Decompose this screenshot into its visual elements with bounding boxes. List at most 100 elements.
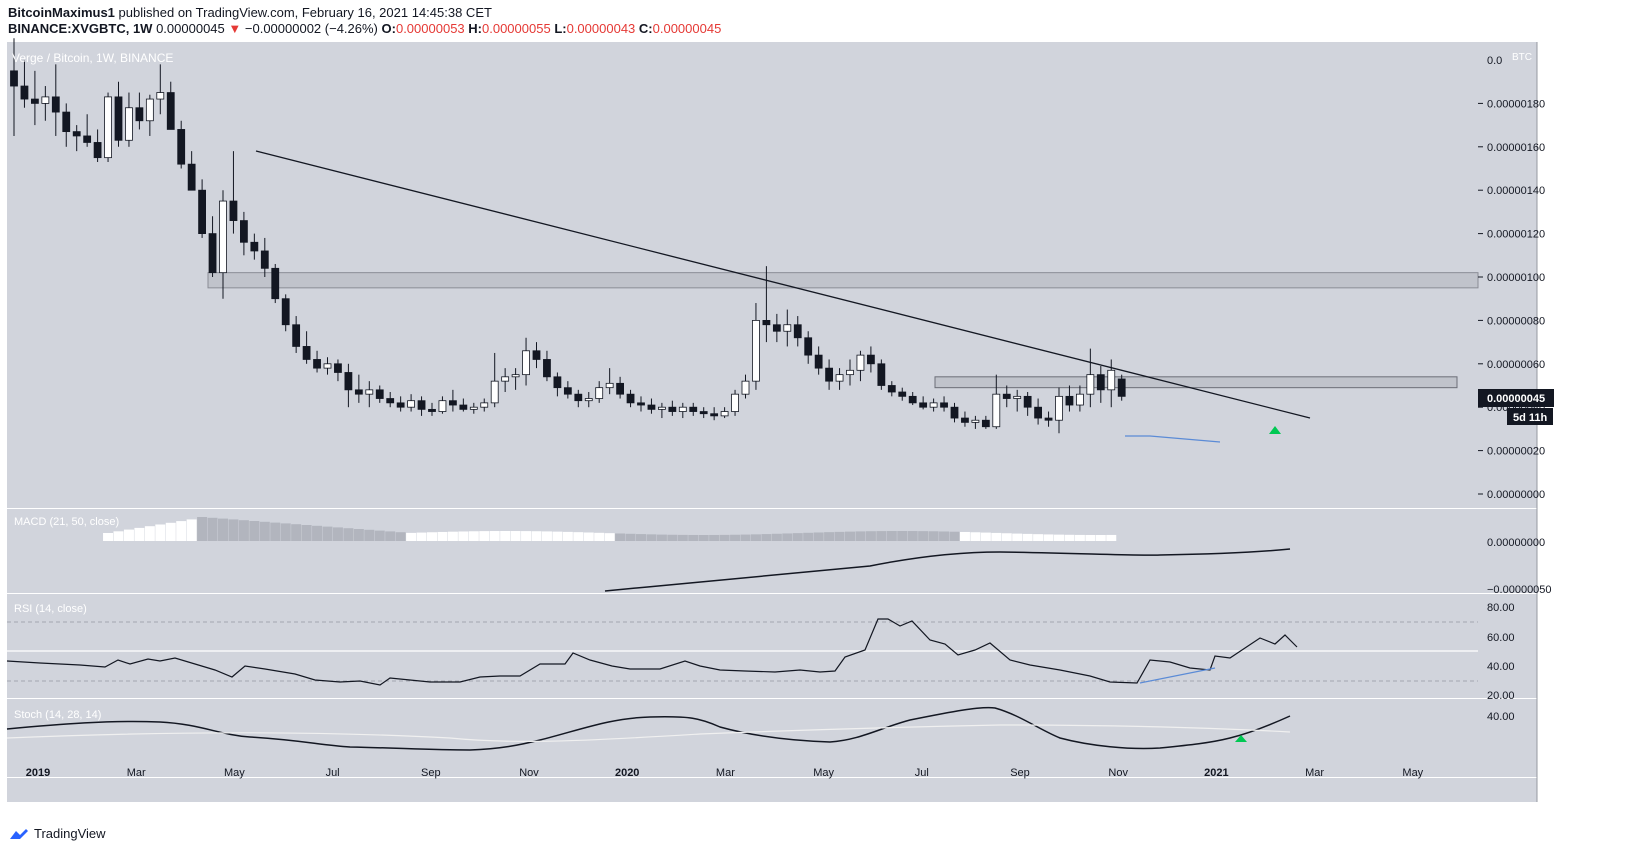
candle-body[interactable] [553,376,562,389]
candle-body[interactable] [1096,374,1105,391]
candle-body[interactable] [1013,395,1022,399]
candle-body[interactable] [198,189,207,234]
candle-body[interactable] [1034,406,1042,419]
candle-body[interactable] [72,131,81,137]
candle-body[interactable] [396,402,405,408]
candle-body[interactable] [940,402,948,408]
candle-body[interactable] [908,395,917,404]
candle-body[interactable] [135,107,144,122]
candle-body[interactable] [877,363,886,386]
candle-body[interactable] [867,354,875,365]
candle-body[interactable] [1065,395,1074,406]
candle-body[interactable] [887,385,896,393]
candle-body[interactable] [187,163,196,191]
candle-body[interactable] [1107,369,1116,391]
candle-body[interactable] [260,250,269,269]
candle-body[interactable] [511,374,520,378]
time-axis[interactable] [7,778,1537,802]
candle-body[interactable] [30,98,39,104]
candle-body[interactable] [323,363,332,369]
candle-body[interactable] [689,406,698,412]
candle-body[interactable] [292,324,301,347]
candle-body[interactable] [1023,395,1032,408]
descending-trendline[interactable] [255,150,1311,419]
candle-body[interactable] [386,398,395,404]
candle-body[interactable] [971,419,980,423]
candle-body[interactable] [125,107,133,141]
candle-body[interactable] [647,404,656,410]
candle-body[interactable] [250,241,259,252]
candle-body[interactable] [731,393,739,412]
candle-body[interactable] [459,404,468,410]
candle-body[interactable] [1002,393,1011,399]
candle-body[interactable] [271,267,280,300]
candle-body[interactable] [783,324,792,332]
candle-body[interactable] [177,129,186,165]
candle-body[interactable] [354,389,363,395]
candle-body[interactable] [846,369,854,376]
candle-body[interactable] [365,389,374,395]
candle-body[interactable] [1055,395,1063,421]
candle-body[interactable] [229,200,238,221]
resistance-zone-upper[interactable] [207,272,1479,289]
candle-body[interactable] [678,406,687,412]
candle-body[interactable] [334,363,342,373]
candle-body[interactable] [981,419,990,428]
candle-body[interactable] [1044,417,1053,421]
candle-body[interactable] [145,98,154,122]
candle-body[interactable] [710,413,719,417]
candle-body[interactable] [741,380,750,395]
candle-body[interactable] [10,70,18,87]
candle-body[interactable] [772,324,781,332]
candle-body[interactable] [407,400,416,408]
candle-body[interactable] [658,406,666,410]
candle-body[interactable] [302,346,311,360]
candle-body[interactable] [51,96,60,113]
candle-body[interactable] [929,402,938,408]
author-name[interactable]: BitcoinMaximus1 [8,5,115,20]
candle-body[interactable] [825,367,833,382]
candle-body[interactable] [543,359,551,378]
candle-body[interactable] [584,398,593,402]
candle-body[interactable] [490,380,499,404]
candle-body[interactable] [814,354,823,369]
candle-body[interactable] [1117,378,1126,397]
candle-body[interactable] [104,96,112,159]
candle-body[interactable] [637,402,645,406]
candle-body[interactable] [501,376,510,382]
candle-body[interactable] [219,200,227,274]
candle-body[interactable] [595,387,604,399]
candle-body[interactable] [417,400,426,410]
candle-body[interactable] [375,389,384,399]
candle-body[interactable] [469,406,478,410]
candle-body[interactable] [20,85,29,100]
candle-body[interactable] [522,350,530,376]
candle-body[interactable] [1076,393,1084,406]
candle-body[interactable] [752,319,760,382]
candle-body[interactable] [626,393,635,404]
candle-body[interactable] [668,406,677,412]
candle-body[interactable] [856,354,865,371]
candle-body[interactable] [62,111,71,133]
candle-body[interactable] [919,402,928,408]
candle-body[interactable] [835,374,844,382]
candle-body[interactable] [93,142,102,159]
candle-body[interactable] [166,92,175,130]
candle-body[interactable] [480,402,489,408]
candle-body[interactable] [762,319,771,326]
tradingview-logo[interactable]: TradingView [8,826,106,841]
candle-body[interactable] [428,408,436,412]
candle-body[interactable] [438,400,447,412]
candle-body[interactable] [313,359,321,369]
candle-body[interactable] [41,96,50,104]
candle-body[interactable] [605,382,614,389]
resistance-zone-lower[interactable] [934,376,1458,389]
candle-body[interactable] [83,135,92,143]
candle-body[interactable] [898,391,907,397]
candle-body[interactable] [793,324,802,339]
candle-body[interactable] [699,411,708,415]
candle-body[interactable] [114,96,123,141]
candle-body[interactable] [448,400,457,406]
candle-body[interactable] [574,393,583,402]
